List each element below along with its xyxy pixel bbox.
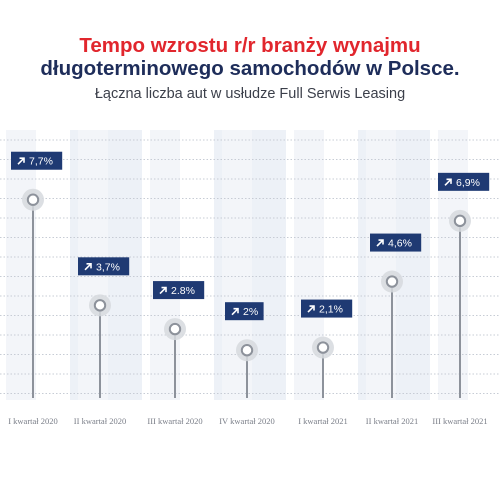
data-marks: 7,7% 3,7% 2.8% 2% 2,1% 4,6% 6,9% [11, 151, 490, 398]
chart-title-line-1: Tempo wzrostu r/r branży wynajmu [79, 34, 421, 57]
value-badge-bg [225, 302, 264, 321]
value-badge-bg [11, 151, 63, 170]
arrow-up-right-icon [17, 157, 25, 165]
value-label: 2% [243, 306, 258, 318]
data-point [453, 214, 467, 228]
x-tick-label: I kwartał 2020 [8, 416, 58, 426]
x-tick-label: III kwartał 2021 [432, 416, 487, 426]
background-stripe [438, 130, 468, 400]
value-badge-bg [370, 233, 422, 252]
data-point [26, 193, 40, 206]
data-point [168, 322, 182, 336]
lollipop-mark: 2,1% [301, 299, 353, 398]
lollipop-mark: 3,7% [78, 257, 130, 398]
x-tick-label: IV kwartał 2020 [219, 416, 275, 426]
lollipop-mark: 2.8% [153, 281, 205, 398]
value-badge: 2.8% [153, 281, 205, 300]
data-point [385, 275, 399, 288]
data-point [316, 341, 330, 354]
value-label: 4,6% [388, 238, 412, 250]
data-point [93, 299, 107, 312]
value-label: 3,7% [96, 261, 120, 273]
x-axis-tick-labels: I kwartał 2020 II kwartał 2020 III kwartał… [8, 416, 487, 426]
value-badge: 7,7% [11, 151, 63, 170]
arrow-up-right-icon [84, 263, 92, 271]
value-badge-bg [153, 281, 205, 300]
background-stripe [294, 130, 324, 400]
x-tick-label: II kwartał 2021 [366, 416, 418, 426]
value-badge: 6,9% [438, 172, 490, 191]
value-badge: 2% [225, 302, 264, 321]
x-tick-label: I kwartał 2021 [298, 416, 348, 426]
value-badge-bg [78, 257, 130, 276]
value-badge: 2,1% [301, 299, 353, 318]
arrow-up-right-icon [376, 239, 384, 247]
x-tick-label: III kwartał 2020 [147, 416, 202, 426]
value-label: 2.8% [171, 285, 195, 297]
value-badge-bg [438, 172, 490, 191]
chart-subtitle: Łączna liczba aut w usłudze Full Serwis … [94, 86, 406, 102]
x-tick-label: II kwartał 2020 [74, 416, 126, 426]
value-badge: 4,6% [370, 233, 422, 252]
title-block: Tempo wzrostu r/r branży wynajmu długote… [0, 34, 500, 103]
arrow-up-right-icon [307, 305, 315, 313]
data-point [240, 344, 254, 357]
chart-title-line-2: długoterminowego samochodów w Polsce. [40, 57, 460, 80]
lollipop-mark: 4,6% [370, 233, 422, 398]
value-label: 6,9% [456, 177, 480, 189]
value-label: 7,7% [29, 156, 53, 168]
value-badge: 3,7% [78, 257, 130, 276]
arrow-up-right-icon [444, 178, 452, 186]
arrow-up-right-icon [231, 307, 239, 316]
value-badge-bg [301, 299, 353, 318]
background-stripe [6, 130, 36, 400]
arrow-up-right-icon [159, 286, 167, 295]
lollipop-mark: 2% [225, 302, 264, 398]
value-label: 2,1% [319, 304, 343, 316]
lollipop-mark: 6,9% [438, 172, 490, 398]
lollipop-mark: 7,7% [11, 151, 63, 398]
